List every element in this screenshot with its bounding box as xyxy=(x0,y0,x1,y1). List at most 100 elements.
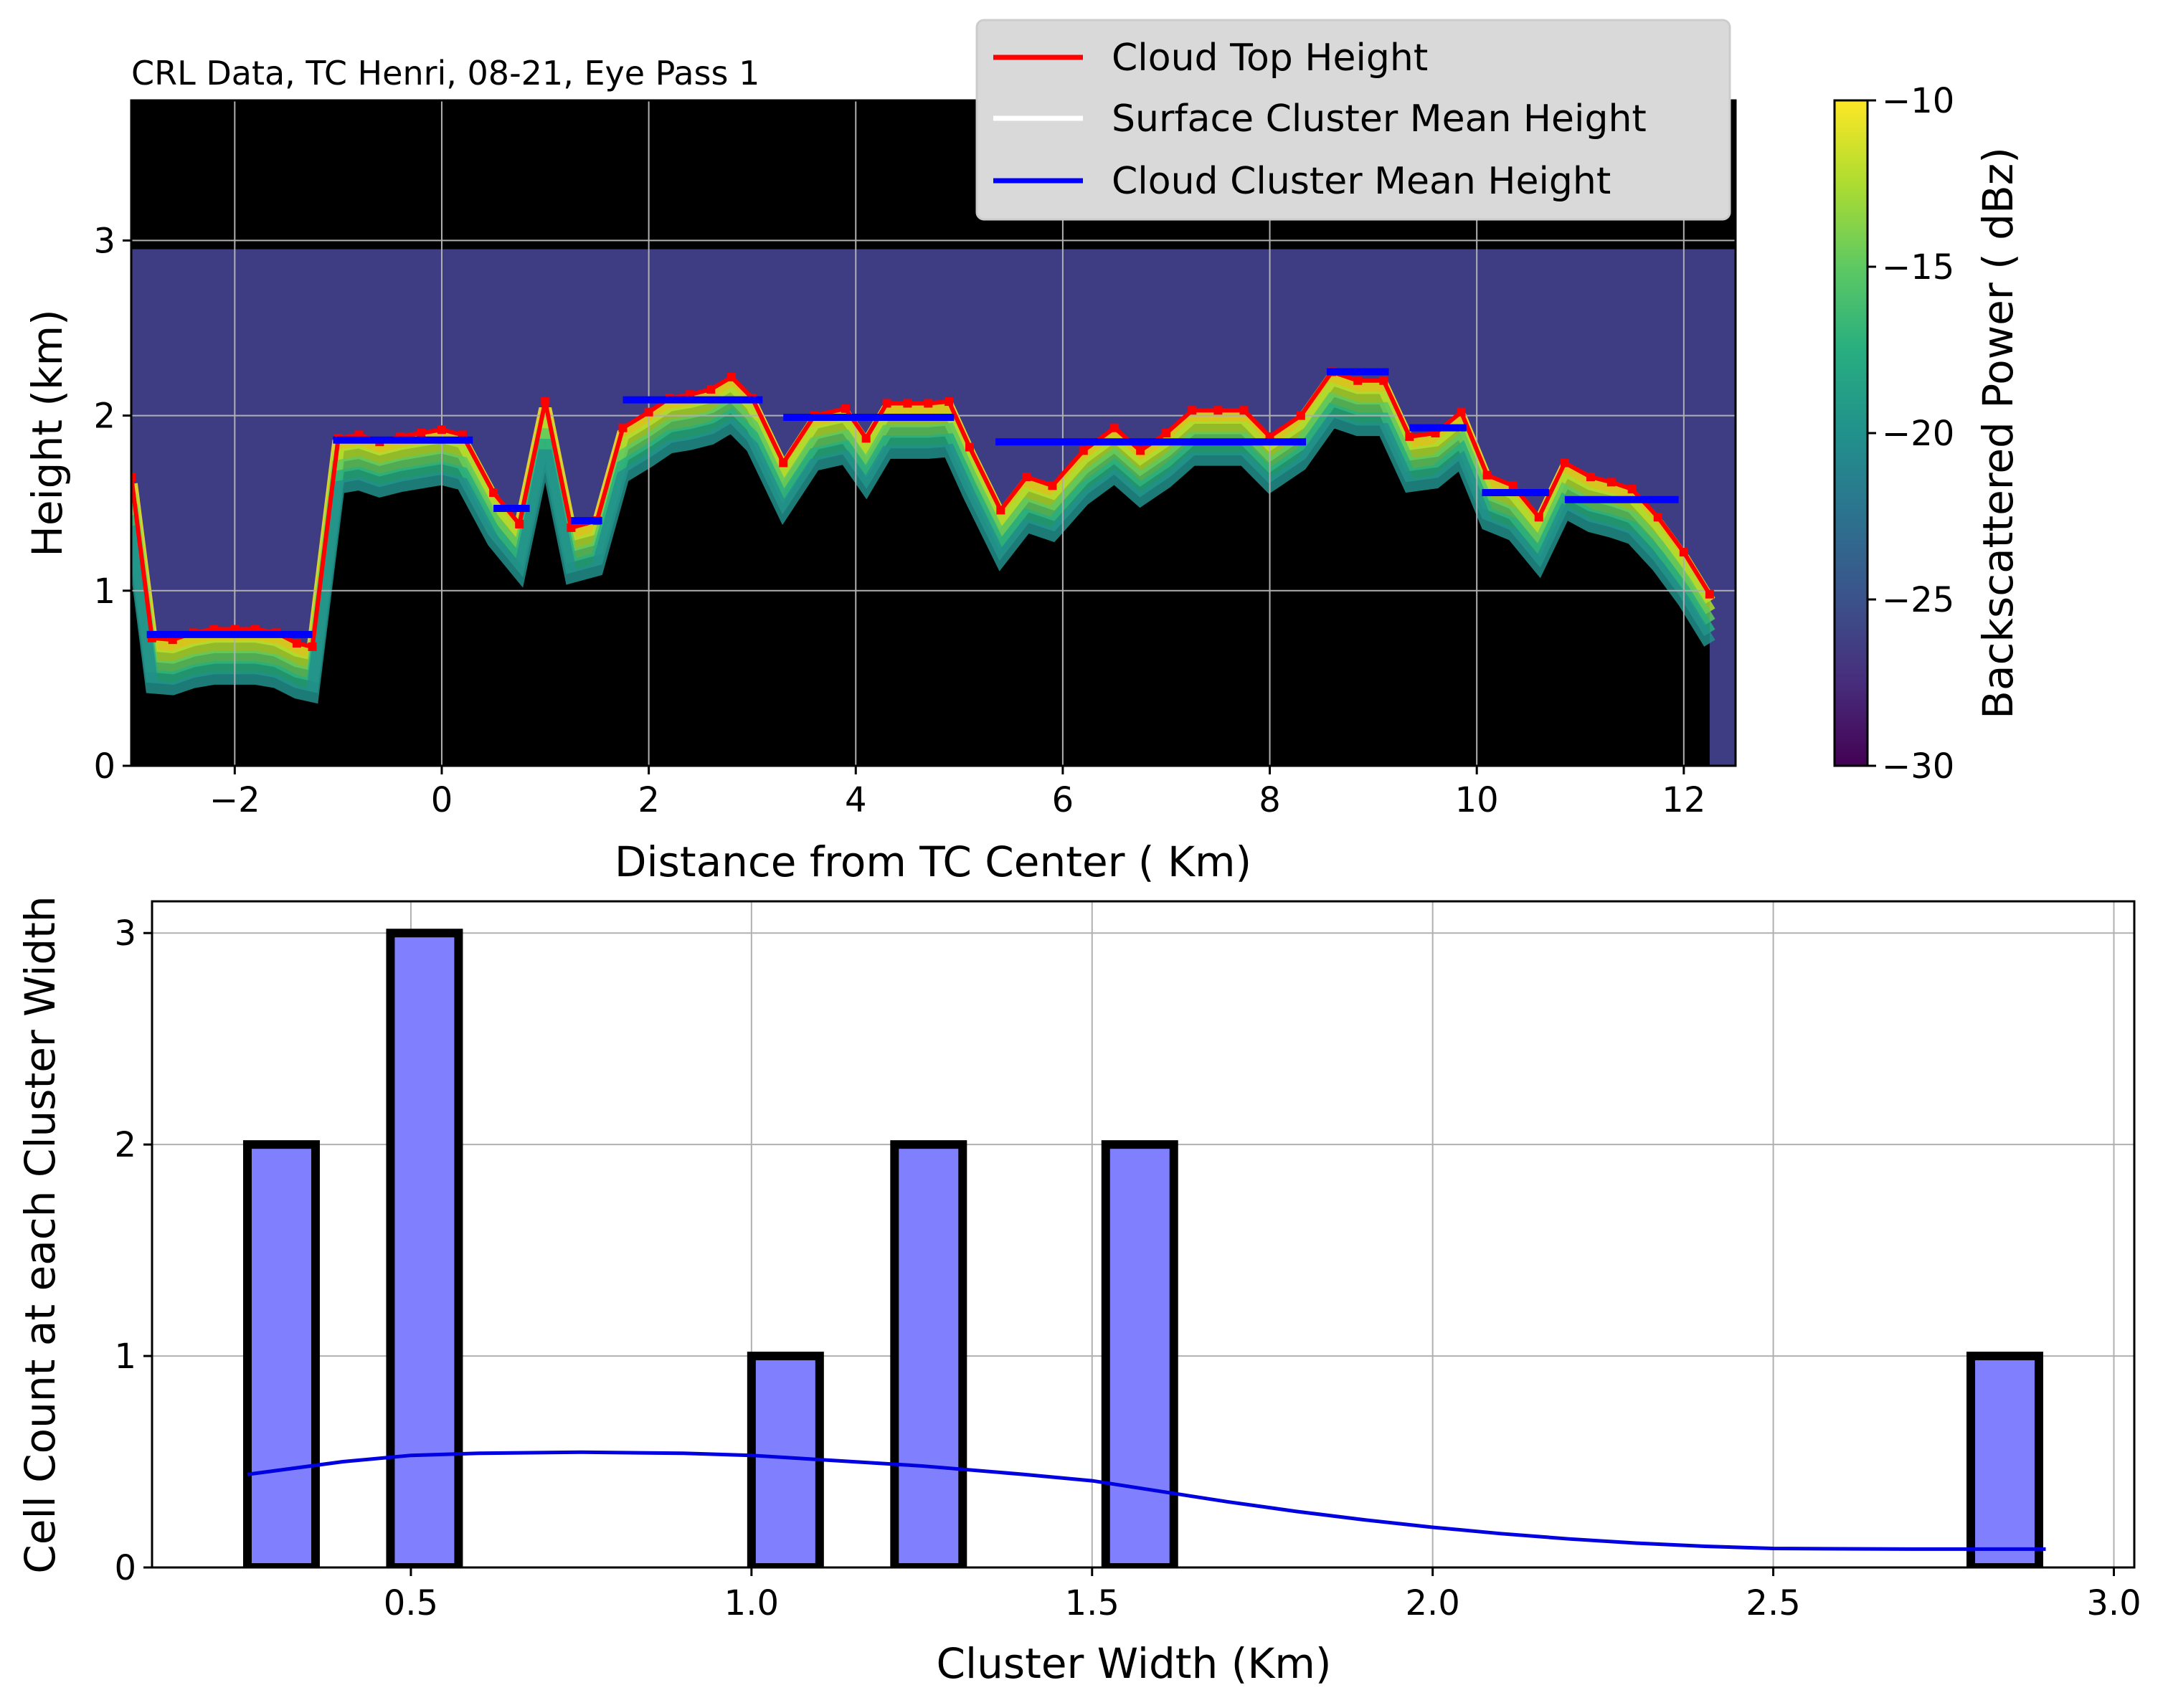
cloud-top-height-point xyxy=(1048,481,1057,490)
bottom-y-tick-label: 1 xyxy=(114,1337,136,1377)
histogram-bars xyxy=(242,929,2044,1567)
cloud-top-height-point xyxy=(515,519,524,528)
bottom-x-tick-label: 2.0 xyxy=(1406,1583,1460,1623)
cloud-top-height-point xyxy=(489,488,498,498)
colorbar-tick-label: −10 xyxy=(1882,81,1954,121)
cloud-top-height-point xyxy=(644,407,653,417)
kde-layer xyxy=(247,1450,2046,1551)
cloud-top-height-point xyxy=(1627,485,1637,494)
cloud-top-height-point xyxy=(727,372,737,381)
cloud-top-height-point xyxy=(1022,473,1031,482)
cloud-top-height-point xyxy=(1110,423,1119,432)
cloud-top-height-point xyxy=(1213,406,1223,415)
cloud-top-height-point xyxy=(417,429,426,437)
cloud-top-height-point xyxy=(1188,406,1197,415)
colorbar-tick-label: −15 xyxy=(1882,247,1954,288)
top-y-tick-label: 3 xyxy=(93,221,115,261)
histogram-bar xyxy=(386,929,463,1567)
top-y-tick-label: 2 xyxy=(93,397,115,437)
colorbar-ticks: −30 −25 −20 −15 −10 xyxy=(1868,81,1954,787)
top-x-tick-label: 2 xyxy=(638,780,660,820)
histogram-bar xyxy=(1101,1140,1178,1567)
top-y-axis-label: Height (km) xyxy=(23,309,72,557)
bottom-y-axis-label: Cell Count at each Cluster Width xyxy=(16,896,65,1573)
top-title: CRL Data, TC Henri, 08-21, Eye Pass 1 xyxy=(131,54,759,92)
bottom-x-tick-label: 1.0 xyxy=(724,1583,779,1623)
top-x-tick-label: 12 xyxy=(1662,780,1705,820)
bottom-x-tick-label: 1.5 xyxy=(1065,1583,1119,1623)
cloud-top-height-point xyxy=(882,399,891,408)
cloud-top-height-point xyxy=(1606,478,1616,487)
legend-box xyxy=(975,19,1731,221)
cloud-top-height-point xyxy=(437,425,446,435)
bottom-x-tick-label: 0.5 xyxy=(384,1583,438,1623)
cloud-top-height-point xyxy=(308,642,317,651)
cloud-top-height-point xyxy=(541,397,550,407)
cloud-top-height-point xyxy=(996,506,1005,515)
cloud-top-height-point xyxy=(706,384,716,394)
cloud-top-height-point xyxy=(131,473,136,482)
cloud-top-height-point xyxy=(945,397,954,407)
histogram-bar xyxy=(890,1140,967,1567)
bottom-x-axis-label: Cluster Width (Km) xyxy=(936,1639,1331,1688)
colorbar: −30 −25 −20 −15 −10 Backscattered Power ( dB… xyxy=(1833,81,2022,787)
cloud-top-height-point xyxy=(903,399,912,408)
cloud-top-height-point xyxy=(567,523,576,532)
cloud-top-height-point xyxy=(1482,470,1492,480)
bottom-plot-frame xyxy=(151,900,2136,1569)
bottom-x-tick-label: 3.0 xyxy=(2086,1583,2141,1623)
top-x-tick-label: 0 xyxy=(431,780,453,820)
cloud-top-height-point xyxy=(965,442,975,452)
image-cloud-core xyxy=(131,371,1710,766)
colorbar-tick-label: −25 xyxy=(1882,580,1954,620)
cloud-top-height-point xyxy=(1353,376,1363,385)
top-x-tick-label: 4 xyxy=(845,780,867,820)
cloud-top-height-point xyxy=(779,458,788,468)
colorbar-tick-label: −20 xyxy=(1882,414,1954,454)
bottom-x-tick-label: 2.5 xyxy=(1746,1583,1800,1623)
top-x-tick-label: 8 xyxy=(1259,780,1281,820)
bottom-y-tick-label: 0 xyxy=(114,1548,136,1588)
image-echo-band xyxy=(131,413,1715,704)
cloud-top-height-point xyxy=(1705,589,1714,599)
top-series-layer xyxy=(131,367,1714,651)
legend-entry-cloud-top: Cloud Top Height xyxy=(1112,37,1428,80)
top-y-tick-label: 1 xyxy=(93,571,115,612)
bottom-panel: 0.5 1.0 1.5 2.0 2.5 3.0 0 1 2 3 Cluster Width (Km… xyxy=(16,896,2141,1688)
legend-entry-cloud-cluster: Cloud Cluster Mean Height xyxy=(1112,160,1611,203)
cloud-top-height-point xyxy=(1534,513,1543,522)
cloud-top-height-point xyxy=(1296,411,1305,420)
top-x-tick-label: 10 xyxy=(1455,780,1499,820)
top-x-tick-label: 6 xyxy=(1052,780,1074,820)
top-plot-frame xyxy=(130,99,1737,767)
bottom-axis-ticks: 0.5 1.0 1.5 2.0 2.5 3.0 0 1 2 3 xyxy=(114,914,2141,1623)
cloud-top-height-point xyxy=(1379,376,1388,385)
cloud-top-height-point xyxy=(1136,446,1145,455)
kde-curve xyxy=(247,1450,2046,1551)
cloud-top-height-point xyxy=(1653,513,1662,522)
colorbar-tick-label: −30 xyxy=(1882,746,1954,787)
top-y-tick-label: 0 xyxy=(93,746,115,787)
histogram-bar xyxy=(1966,1352,2044,1567)
cloud-top-height-point xyxy=(292,639,301,648)
cloud-top-height-point xyxy=(861,434,871,443)
legend-entry-surface-cluster: Surface Cluster Mean Height xyxy=(1112,98,1647,141)
top-x-tick-label: −2 xyxy=(209,780,260,820)
cloud-top-height-point xyxy=(1560,458,1569,468)
bottom-y-tick-label: 2 xyxy=(114,1125,136,1165)
cloud-top-height-point xyxy=(1079,446,1088,455)
histogram-bar xyxy=(242,1140,320,1567)
histogram-bar xyxy=(747,1352,824,1567)
legend: Cloud Top Height Surface Cluster Mean He… xyxy=(975,19,1731,221)
cloud-top-height-point xyxy=(1162,429,1171,437)
cloud-top-height-point xyxy=(1239,406,1249,415)
cloud-top-height-point xyxy=(1508,481,1518,490)
bottom-y-tick-label: 3 xyxy=(114,914,136,954)
colorbar-label: Backscattered Power ( dBz) xyxy=(1974,147,2022,719)
cloud-top-height-point xyxy=(841,404,850,413)
cloud-top-height-point xyxy=(924,399,933,408)
cloud-top-height-point xyxy=(618,423,628,432)
